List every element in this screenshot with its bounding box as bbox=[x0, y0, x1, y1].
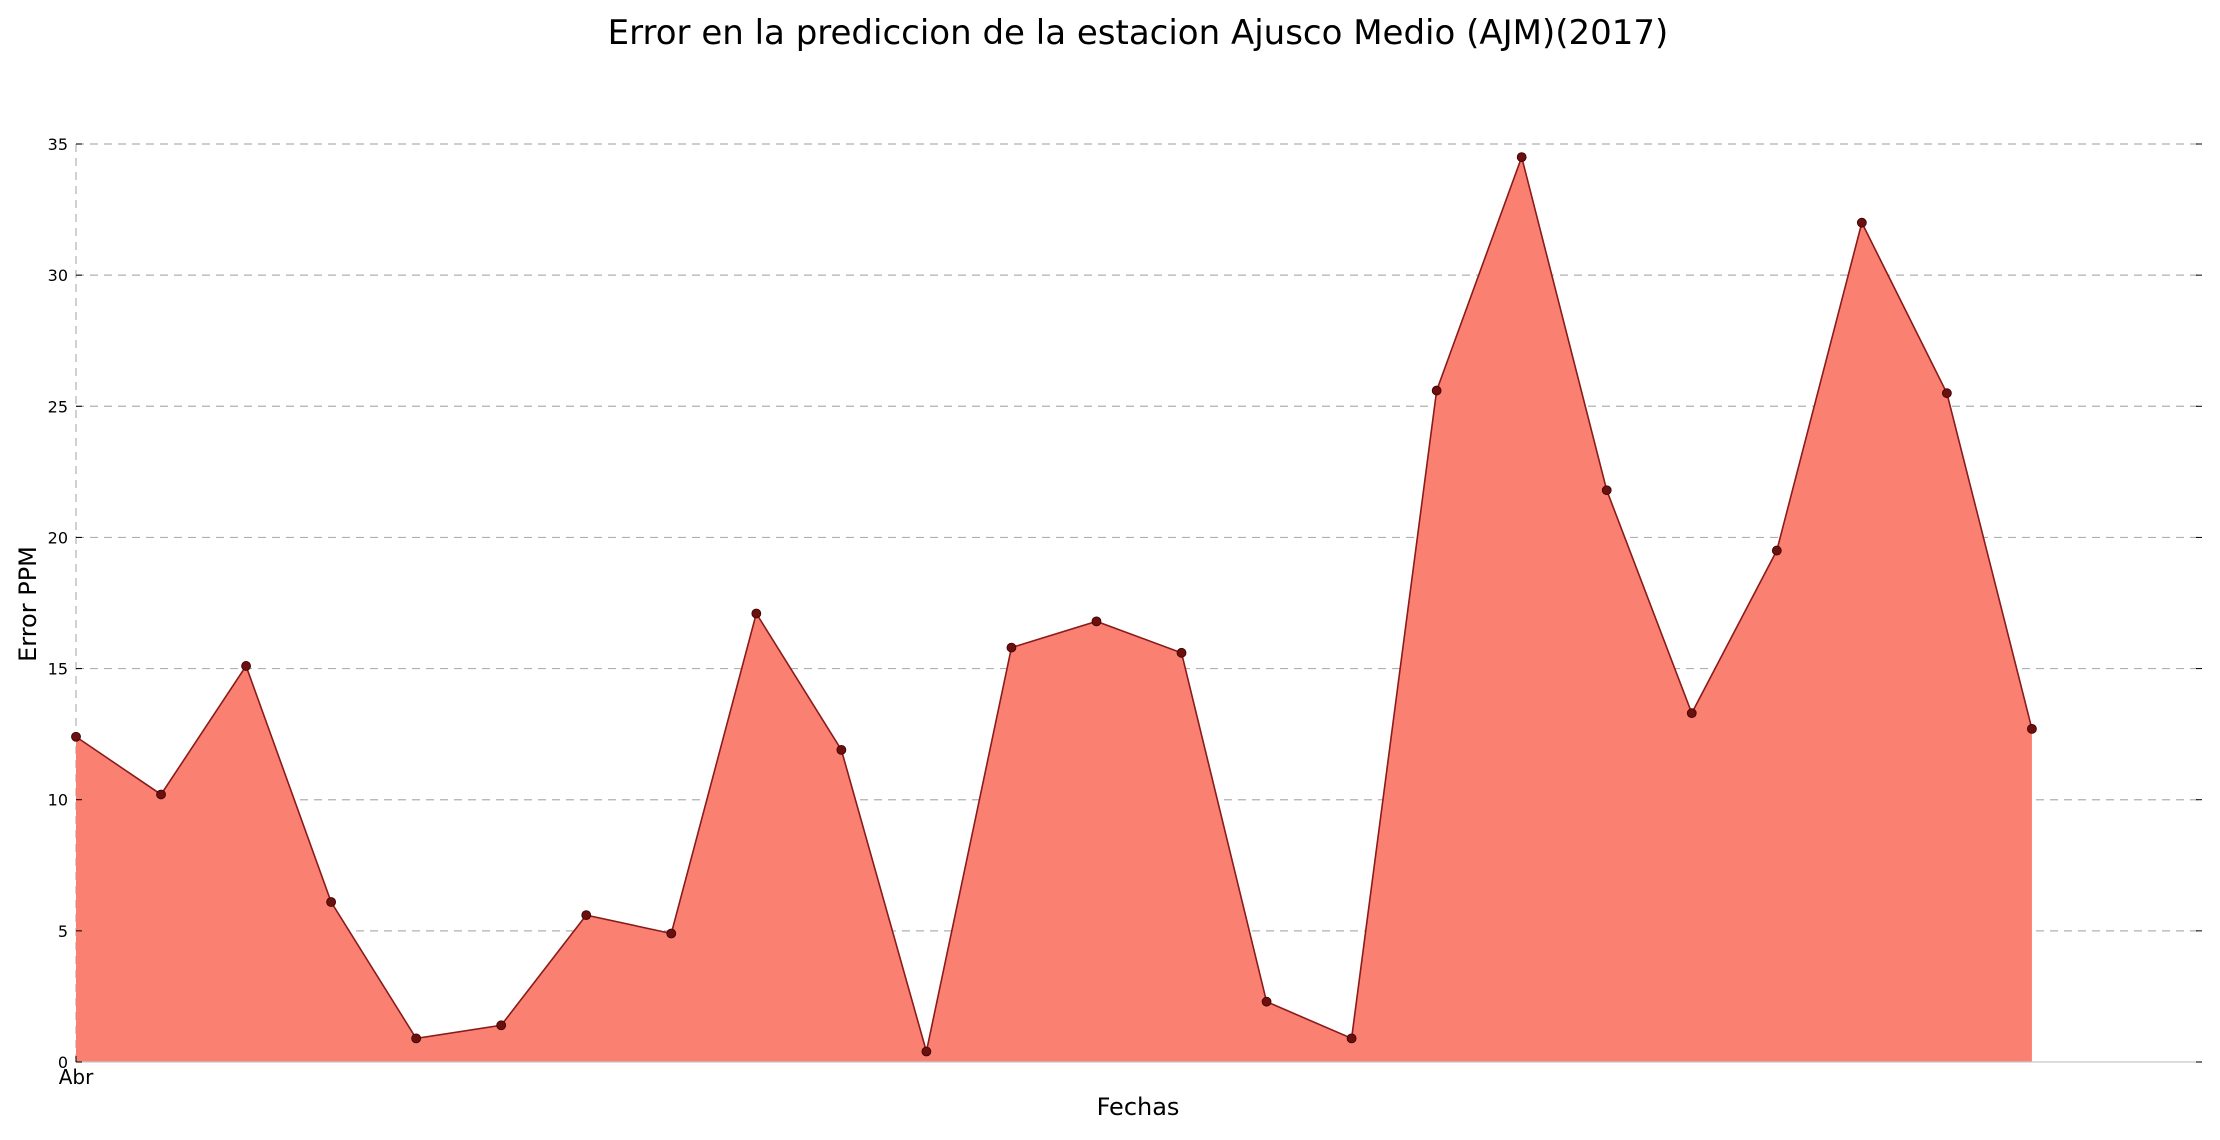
data-point bbox=[241, 661, 251, 671]
data-point bbox=[1516, 152, 1527, 163]
data-markers bbox=[71, 152, 2037, 1057]
data-point bbox=[1346, 1033, 1357, 1044]
y-tick-label: 25 bbox=[48, 397, 68, 416]
x-axis-label: Fechas bbox=[1097, 1093, 1180, 1121]
area-series bbox=[75, 154, 2033, 1063]
data-point bbox=[836, 744, 847, 755]
data-point bbox=[1431, 385, 1442, 396]
y-tick-label: 0 bbox=[58, 1053, 68, 1072]
chart-title: Error en la prediccion de la estacion Aj… bbox=[608, 13, 1669, 53]
data-point bbox=[2027, 723, 2037, 734]
series-line bbox=[75, 154, 2033, 1052]
data-point bbox=[326, 897, 337, 907]
data-point bbox=[751, 608, 762, 619]
data-point bbox=[1006, 642, 1017, 653]
y-tick-label: 30 bbox=[48, 266, 68, 285]
data-point bbox=[1176, 647, 1187, 658]
data-point bbox=[581, 910, 592, 921]
x-ticks: Abr bbox=[59, 1056, 94, 1089]
data-point bbox=[156, 789, 166, 800]
data-point bbox=[1686, 708, 1697, 719]
y-ticks: 0 5 10 15 20 25 30 35 bbox=[48, 135, 2202, 1072]
data-point bbox=[1091, 616, 1102, 627]
data-point bbox=[496, 1020, 507, 1031]
data-point bbox=[1856, 217, 1867, 228]
data-point bbox=[1771, 545, 1782, 556]
y-tick-label: 15 bbox=[48, 660, 68, 679]
data-point bbox=[1941, 388, 1952, 399]
data-point bbox=[1261, 996, 1272, 1007]
y-tick-label: 35 bbox=[48, 135, 68, 154]
data-point bbox=[411, 1033, 422, 1044]
y-tick-label: 5 bbox=[58, 922, 68, 941]
data-point bbox=[921, 1046, 932, 1057]
data-point bbox=[666, 928, 677, 939]
x-tick-label: Abr bbox=[59, 1065, 94, 1089]
y-axis-label: Error PPM bbox=[14, 546, 42, 662]
y-tick-label: 10 bbox=[48, 791, 68, 810]
data-point bbox=[71, 731, 81, 742]
y-tick-label: 20 bbox=[48, 528, 68, 547]
area-fill bbox=[76, 157, 2032, 1063]
data-point bbox=[1601, 485, 1612, 496]
